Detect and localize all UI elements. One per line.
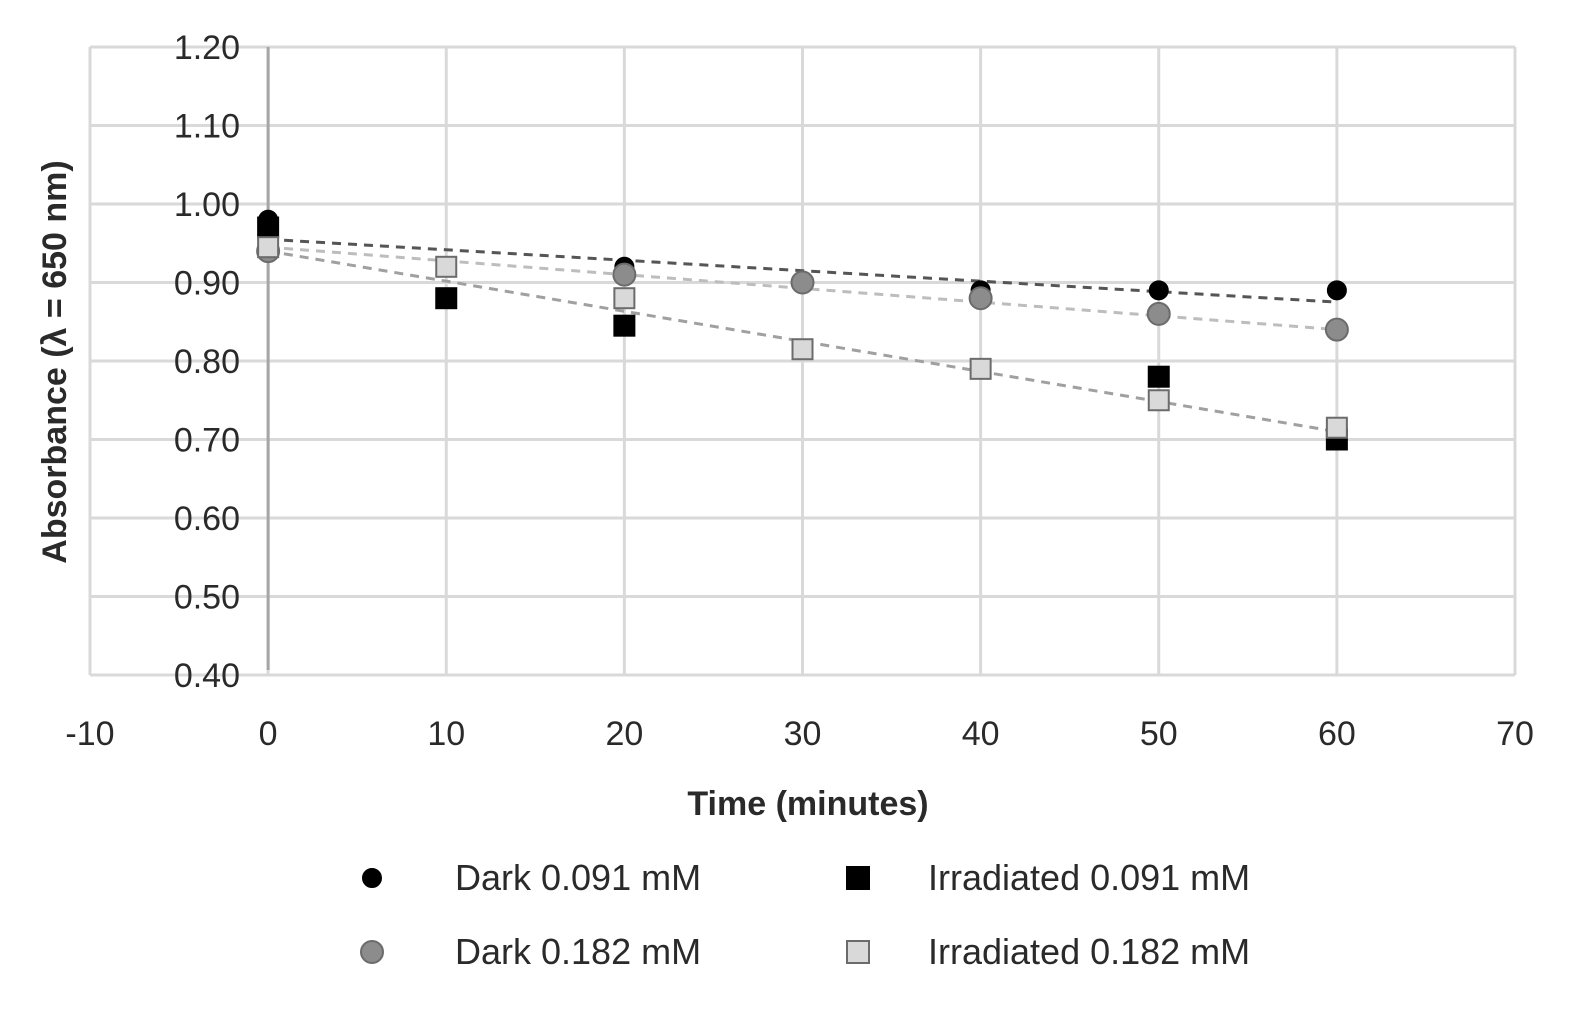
point-series-1 [968, 286, 993, 311]
legend-label: Irradiated 0.091 mM [928, 857, 1250, 898]
legend-label: Dark 0.091 mM [455, 857, 701, 898]
x-tick-label: 20 [605, 715, 643, 753]
legend: Dark 0.091 mM Dark 0.182 mM Irradiated 0.0… [360, 857, 1250, 972]
point-series-2 [257, 216, 280, 239]
y-tick-label: 0.60 [174, 500, 240, 538]
x-tick-label: 30 [784, 715, 822, 753]
data-points [256, 209, 1349, 451]
y-tick-label: 0.80 [174, 343, 240, 381]
point-series-0 [1326, 280, 1347, 301]
point-series-1 [1146, 301, 1171, 326]
y-tick-label: 1.10 [174, 108, 240, 146]
tick-labels: 0.40 0.50 0.60 0.70 0.80 0.90 1.00 1.10 1.20 -10 0… [65, 29, 1533, 753]
x-tick-label: 60 [1318, 715, 1356, 753]
point-series-3 [791, 338, 814, 361]
y-tick-label: 0.40 [174, 657, 240, 695]
point-series-3 [969, 357, 992, 380]
x-tick-label: 40 [962, 715, 1000, 753]
point-series-3 [435, 255, 458, 278]
grid-lines [88, 45, 1517, 677]
point-series-0 [1148, 280, 1169, 301]
point-series-2 [1147, 365, 1170, 388]
legend-marker-3 [846, 940, 870, 964]
x-tick-label: 0 [259, 715, 278, 753]
x-tick-label: -10 [65, 715, 114, 753]
y-tick-label: 0.70 [174, 422, 240, 460]
point-series-2 [435, 287, 458, 310]
y-axis-title: Absorbance (λ = 650 nm) [36, 160, 74, 563]
y-tick-label: 1.20 [174, 29, 240, 67]
legend-label: Dark 0.182 mM [455, 931, 701, 972]
y-tick-label: 0.90 [174, 265, 240, 303]
y-tick-label: 0.50 [174, 579, 240, 617]
point-series-2 [613, 314, 636, 337]
legend-label: Irradiated 0.182 mM [928, 931, 1250, 972]
point-series-3 [1147, 389, 1170, 412]
point-series-3 [257, 236, 280, 259]
legend-marker-2 [846, 866, 870, 890]
point-series-1 [790, 270, 815, 295]
point-series-1 [612, 262, 637, 287]
point-series-1 [1324, 317, 1349, 342]
legend-marker-1 [360, 940, 384, 964]
x-tick-label: 10 [427, 715, 465, 753]
y-tick-label: 1.00 [174, 186, 240, 224]
x-tick-label: 70 [1496, 715, 1534, 753]
x-axis-title: Time (minutes) [687, 785, 928, 823]
x-tick-label: 50 [1140, 715, 1178, 753]
point-series-3 [1325, 416, 1348, 439]
point-series-3 [613, 287, 636, 310]
legend-marker-0 [362, 868, 382, 888]
